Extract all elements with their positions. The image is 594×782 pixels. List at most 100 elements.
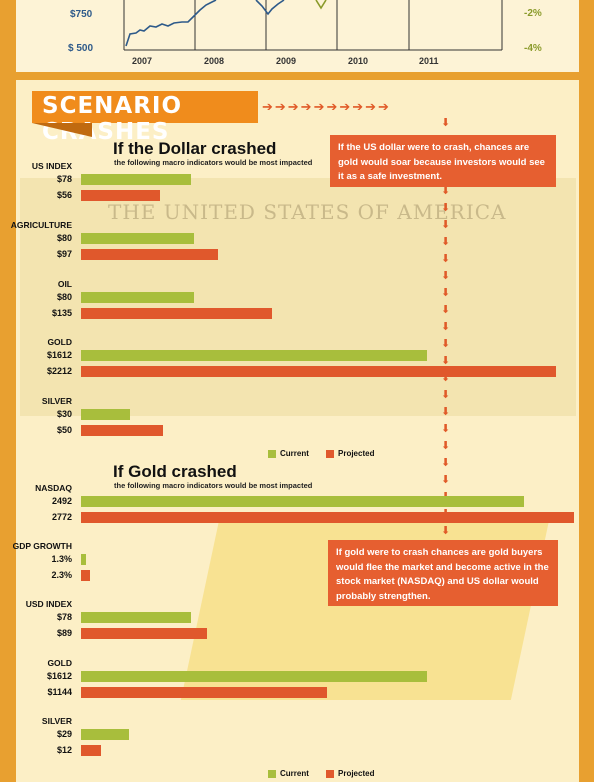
projected-bar <box>81 687 327 698</box>
down-arrow-icon: ⬇ <box>441 202 451 214</box>
down-arrow-icon: ⬇ <box>441 389 451 401</box>
current-value-label: 1.3% <box>51 554 72 564</box>
legend-swatch-current <box>268 769 276 778</box>
category-label: US INDEX <box>31 161 72 171</box>
down-arrow-icon: ⬇ <box>441 304 451 316</box>
bill-text: THE UNITED STATES OF AMERICA <box>108 200 507 224</box>
year-2009: 2009 <box>276 56 297 66</box>
down-arrow-icon: ⬇ <box>441 253 451 265</box>
percent-line <box>315 0 327 10</box>
category-label: AGRICULTURE <box>10 220 72 230</box>
legend-label-current: Current <box>280 769 309 778</box>
legend-projected-1: Projected <box>326 449 374 458</box>
down-arrow-icon: ⬇ <box>441 355 451 367</box>
current-value-label: 2492 <box>51 496 72 506</box>
right-arrows: ➔➔➔➔➔➔➔➔➔➔ <box>262 99 391 114</box>
current-value-label: $80 <box>56 292 72 302</box>
year-2007: 2007 <box>132 56 153 66</box>
projected-bar <box>81 190 160 201</box>
category-label: USD INDEX <box>25 599 72 609</box>
down-arrow-icon: ⬇ <box>441 270 451 282</box>
projected-bar <box>81 308 272 319</box>
year-2010: 2010 <box>348 56 369 66</box>
current-value-label: $29 <box>56 729 72 739</box>
projected-value-label: $89 <box>56 628 72 638</box>
projected-bar <box>81 425 163 436</box>
projected-bar <box>81 512 574 523</box>
projected-bar <box>81 628 207 639</box>
down-arrow-icon: ⬇ <box>441 236 451 248</box>
down-arrow-icon: ⬇ <box>441 117 451 129</box>
section-banner: SCENARIO CRASHES <box>32 91 258 145</box>
category-label: GOLD <box>47 337 72 347</box>
projected-value-label: 2772 <box>51 512 72 522</box>
current-value-label: $1612 <box>46 671 72 681</box>
current-bar <box>81 554 86 565</box>
projected-bar <box>81 570 90 581</box>
projected-value-label: 2.3% <box>51 570 72 580</box>
projected-value-label: $1144 <box>47 687 72 697</box>
current-bar <box>81 612 191 623</box>
legend-swatch-projected <box>326 449 334 458</box>
price-line-2 <box>255 0 285 16</box>
top-line-chart <box>123 0 503 51</box>
banner-fold <box>32 123 92 137</box>
year-2011: 2011 <box>419 56 439 66</box>
price-line <box>125 0 217 47</box>
down-arrow-icon: ⬇ <box>441 457 451 469</box>
gold-callout: If gold were to crash chances are gold b… <box>328 540 558 606</box>
current-bar <box>81 409 130 420</box>
legend-label-projected: Projected <box>338 449 375 458</box>
current-bar <box>81 496 524 507</box>
category-label: NASDAQ <box>35 483 72 493</box>
down-arrow-icon: ⬇ <box>441 474 451 486</box>
projected-value-label: $2212 <box>46 366 72 376</box>
gold-section-title: If Gold crashed <box>113 462 237 481</box>
current-value-label: $78 <box>56 174 72 184</box>
current-bar <box>81 174 191 185</box>
down-arrow-icon: ⬇ <box>441 338 451 350</box>
projected-bar <box>81 249 218 260</box>
legend-current-1: Current <box>268 449 309 458</box>
category-label: SILVER <box>41 396 72 406</box>
projected-value-label: $56 <box>56 190 72 200</box>
right-tick-minus4: -4% <box>524 43 542 54</box>
legend-label-current: Current <box>280 449 309 458</box>
left-tick-750: $750 <box>70 9 93 20</box>
legend-projected-2: Projected <box>326 769 374 778</box>
current-bar <box>81 671 427 682</box>
down-arrow-icon: ⬇ <box>441 525 451 537</box>
projected-value-label: $135 <box>51 308 72 318</box>
dollar-callout: If the US dollar were to crash, chances … <box>330 135 556 187</box>
dollar-section-subtitle: the following macro indicators would be … <box>114 158 313 167</box>
current-bar <box>81 233 194 244</box>
projected-value-label: $50 <box>56 425 72 435</box>
down-arrow-icon: ⬇ <box>441 440 451 452</box>
down-arrow-icon: ⬇ <box>441 372 451 384</box>
current-bar <box>81 729 129 740</box>
category-label: OIL <box>57 279 72 289</box>
down-arrow-icon: ⬇ <box>441 321 451 333</box>
banner-title: SCENARIO CRASHES <box>42 93 183 145</box>
current-value-label: $30 <box>56 409 72 419</box>
right-tick-minus2: -2% <box>524 8 542 19</box>
projected-bar <box>81 745 101 756</box>
year-2008: 2008 <box>204 56 225 66</box>
current-value-label: $78 <box>56 612 72 622</box>
legend-swatch-projected <box>326 769 334 778</box>
down-arrow-icon: ⬇ <box>441 219 451 231</box>
current-bar <box>81 292 194 303</box>
category-label: GOLD <box>47 658 72 668</box>
projected-value-label: $97 <box>56 249 72 259</box>
gold-section-subtitle: the following macro indicators would be … <box>114 481 313 490</box>
top-chart-panel <box>16 0 579 72</box>
legend-swatch-current <box>268 449 276 458</box>
dollar-section-title: If the Dollar crashed <box>113 139 277 158</box>
legend-label-projected: Projected <box>338 769 375 778</box>
category-label: SILVER <box>41 716 72 726</box>
down-arrow-icon: ⬇ <box>441 287 451 299</box>
left-tick-500: $ 500 <box>68 43 94 54</box>
category-label: GDP GROWTH <box>12 541 72 551</box>
down-arrow-icon: ⬇ <box>441 406 451 418</box>
